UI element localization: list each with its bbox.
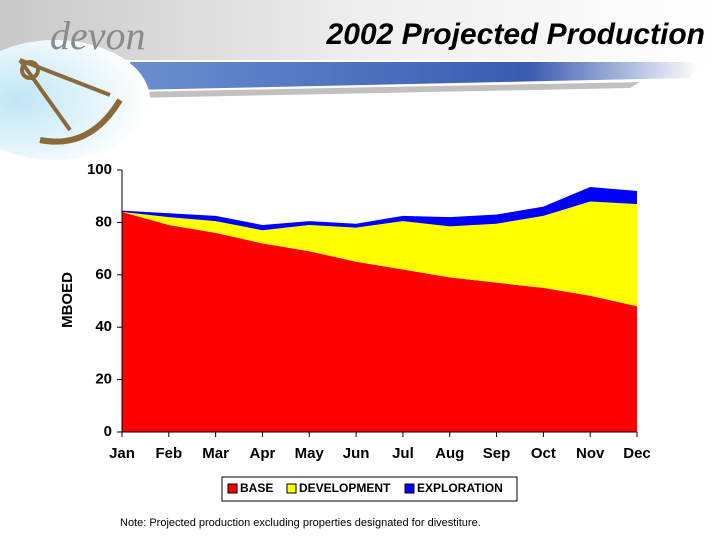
slide-title: 2002 Projected Production — [326, 18, 705, 51]
x-tick-label: Aug — [435, 445, 464, 462]
y-tick-label: 0 — [104, 423, 112, 440]
y-tick-label: 60 — [95, 266, 112, 283]
x-tick-label: Jul — [392, 445, 414, 462]
header-band — [0, 0, 720, 60]
x-tick-label: Dec — [623, 445, 651, 462]
x-tick-label: Feb — [155, 445, 182, 462]
x-tick-label: Sep — [483, 445, 511, 462]
x-tick-label: Oct — [531, 445, 556, 462]
x-tick-label: May — [295, 445, 325, 462]
area — [122, 211, 637, 432]
x-tick-label: Nov — [576, 445, 605, 462]
header-swoosh — [130, 62, 700, 90]
y-tick-label: 40 — [95, 318, 112, 335]
plot: 0 20 40 60 80 100 Jan Feb Mar Apr May Jun Jul Aug Sep O… — [87, 161, 651, 462]
y-tick-label: 80 — [95, 213, 112, 230]
legend-label: DEVELOPMENT — [299, 481, 391, 495]
y-tick-label: 100 — [87, 161, 112, 178]
y-tick-label: 20 — [95, 371, 112, 388]
legend — [221, 476, 518, 502]
legend-swatch — [404, 483, 415, 494]
legend-label: BASE — [240, 481, 273, 495]
legend-label: EXPLORATION — [417, 481, 503, 495]
y-axis-label: MBOED — [59, 272, 76, 328]
logo: devon — [50, 13, 146, 58]
header-swoosh-2 — [130, 82, 640, 98]
x-tick-label: Jun — [343, 445, 370, 462]
sextant-icon — [18, 58, 123, 145]
area — [122, 187, 637, 231]
legend-swatch — [227, 483, 238, 494]
area — [122, 201, 637, 307]
x-tick-label: Mar — [202, 445, 229, 462]
x-tick-label: Jan — [109, 445, 135, 462]
x-tick-label: Apr — [250, 445, 276, 462]
legend-swatch — [286, 483, 297, 494]
footnote: Note: Projected production excluding pro… — [120, 517, 481, 529]
